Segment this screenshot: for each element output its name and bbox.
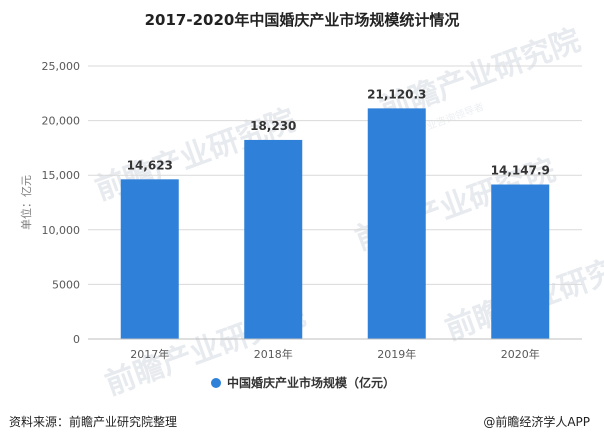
legend: 中国婚庆产业市场规模（亿元） xyxy=(211,375,395,390)
x-tick-label: 2019年 xyxy=(377,347,416,361)
y-tick-label: 15,000 xyxy=(42,169,81,182)
x-tick-label: 2018年 xyxy=(254,347,293,361)
brand-credit: @前瞻经济学人APP xyxy=(483,415,590,429)
y-tick-label: 20,000 xyxy=(42,115,81,128)
y-tick-label: 25,000 xyxy=(42,60,81,73)
data-label: 21,120.3 xyxy=(367,87,426,101)
bar xyxy=(491,184,550,339)
chart-title: 2017-2020年中国婚庆产业市场规模统计情况 xyxy=(145,11,460,29)
source-note: 资料来源：前瞻产业研究院整理 xyxy=(9,415,178,429)
y-tick-label: 5000 xyxy=(52,278,80,291)
data-label: 14,147.9 xyxy=(491,164,550,178)
bar xyxy=(244,139,303,339)
y-tick-label: 0 xyxy=(73,333,80,346)
legend-swatch xyxy=(211,378,221,388)
y-tick-label: 10,000 xyxy=(42,224,81,237)
data-labels: 14,623 18,230 21,120.3 14,147.9 xyxy=(127,87,550,177)
x-tick-label: 2020年 xyxy=(501,347,540,361)
bar xyxy=(120,179,179,339)
bars xyxy=(120,108,550,339)
x-tick-label: 2017年 xyxy=(130,347,169,361)
y-axis-ticks: 0 5000 10,000 15,000 20,000 25,000 xyxy=(42,60,81,346)
data-label: 18,230 xyxy=(250,119,296,133)
legend-label: 中国婚庆产业市场规模（亿元） xyxy=(227,375,395,390)
x-axis-ticks: 2017年 2018年 2019年 2020年 xyxy=(130,347,540,361)
y-axis-label: 单位：亿元 xyxy=(19,175,33,230)
bar xyxy=(367,108,426,339)
data-label: 14,623 xyxy=(127,158,173,172)
